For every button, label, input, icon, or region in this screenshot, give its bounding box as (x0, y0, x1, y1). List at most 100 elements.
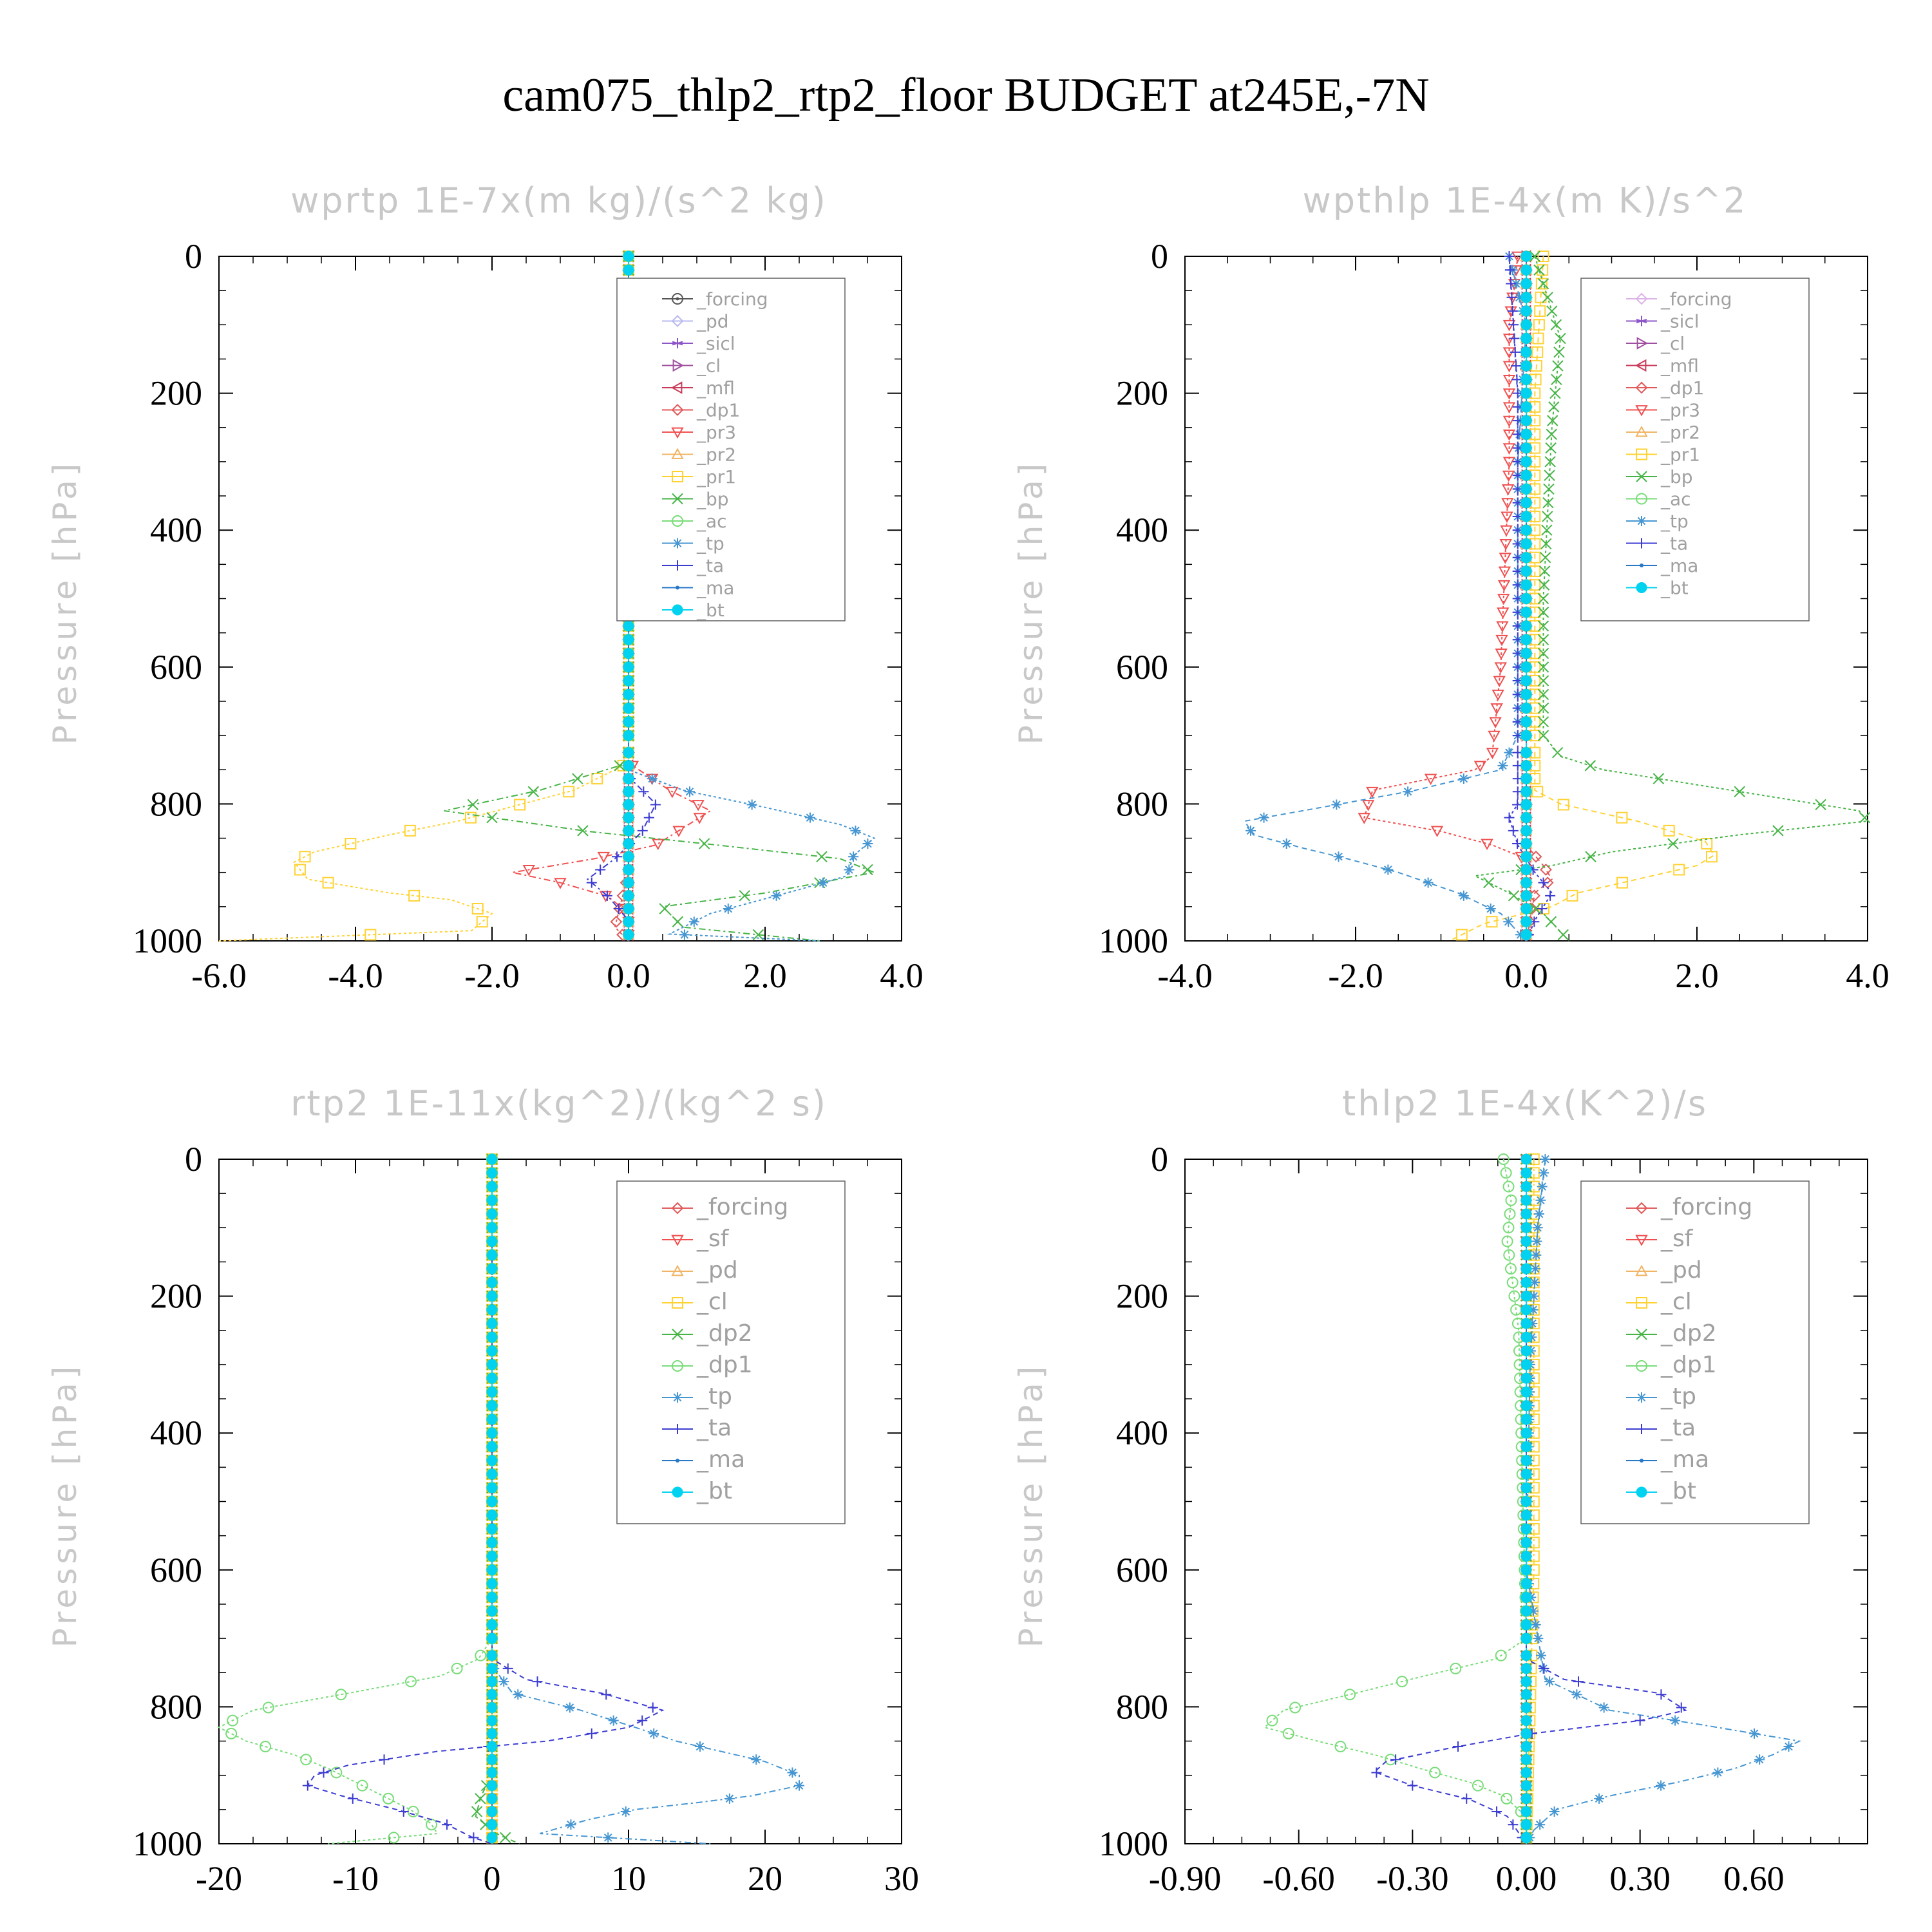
x-axis: -6.0 -4.0 -2.0 0.0 2.0 4.0 (191, 256, 923, 995)
legend-label: _sicl (696, 333, 735, 354)
data-point (850, 825, 861, 836)
data-point (804, 812, 815, 823)
data-point (1424, 773, 1437, 786)
data-point (1514, 292, 1525, 303)
panel-title: thlp2 1E-4x(K^2)/s (1342, 1083, 1708, 1124)
data-point (1430, 826, 1444, 837)
legend-marker (672, 293, 683, 305)
data-point (1502, 484, 1515, 496)
data-point (1520, 1249, 1532, 1261)
data-point (1528, 1605, 1539, 1616)
data-point (1506, 292, 1517, 303)
data-point (1334, 1741, 1347, 1753)
data-point (262, 1701, 274, 1714)
y-tick-label: 600 (150, 1551, 202, 1589)
panel-title: rtp2 1E-11x(kg^2)/(kg^2 s) (290, 1083, 828, 1124)
series-pr3 (1358, 251, 1533, 942)
legend-item: _bt (662, 600, 724, 621)
legend-marker (1636, 1486, 1647, 1498)
data-point (1520, 903, 1532, 914)
x-tick-label: -2.0 (1328, 956, 1383, 995)
data-point (1533, 319, 1545, 331)
data-point (227, 1714, 239, 1727)
legend-item: _sicl (1626, 311, 1700, 332)
data-point (1546, 305, 1558, 317)
data-point (398, 1806, 409, 1817)
legend-label: _sicl (1660, 311, 1700, 332)
series-line (1473, 256, 1869, 942)
data-point (1530, 903, 1541, 914)
data-point (1520, 1291, 1532, 1302)
data-point (659, 903, 670, 914)
data-point (623, 264, 634, 276)
data-point (1520, 929, 1532, 940)
data-point (1508, 890, 1520, 902)
x-tick-label: -4.0 (328, 956, 383, 995)
data-point (486, 1222, 498, 1233)
legend-marker (672, 604, 683, 616)
data-point (1549, 387, 1561, 399)
data-point (623, 825, 634, 837)
x-tick-label: 10 (611, 1859, 646, 1898)
series-bp (1473, 251, 1871, 942)
data-point (1534, 305, 1546, 317)
data-point (623, 703, 634, 714)
data-point (1504, 1208, 1516, 1220)
data-point (1499, 539, 1512, 551)
data-point (1859, 811, 1871, 824)
legend-item: _dp1 (1626, 1352, 1717, 1378)
data-point (1535, 291, 1547, 303)
panel-rtp2: rtp2 1E-11x(kg^2)/(kg^2 s) Pressure [hPa… (46, 1083, 919, 1898)
data-point (1508, 825, 1519, 836)
data-point (1504, 812, 1515, 823)
data-point (486, 1153, 498, 1165)
data-point (1537, 716, 1549, 728)
data-point (486, 1455, 498, 1466)
data-point (1528, 1291, 1539, 1302)
data-point (1520, 1701, 1532, 1713)
data-point (1520, 388, 1532, 399)
data-point (1540, 1154, 1551, 1164)
data-point (1545, 890, 1556, 901)
data-point (1450, 1662, 1462, 1674)
legend-label: _ta (696, 555, 724, 576)
data-point (1504, 747, 1515, 758)
data-point (1501, 1235, 1513, 1247)
data-point (486, 1605, 498, 1617)
data-point (1520, 1482, 1532, 1493)
x-axis: -20 -10 0 10 20 30 (196, 1159, 919, 1898)
data-point (1520, 1318, 1532, 1329)
data-point (486, 1414, 498, 1425)
data-point (486, 1372, 498, 1384)
data-point (1734, 786, 1745, 797)
data-point (1656, 1780, 1667, 1791)
data-point (1520, 620, 1532, 632)
y-tick-label: 200 (150, 1277, 202, 1316)
data-point (1537, 647, 1549, 659)
data-point (1497, 607, 1510, 619)
data-point (1520, 1591, 1532, 1603)
data-point (1407, 1780, 1418, 1791)
data-point (1520, 890, 1532, 902)
data-point (330, 1766, 343, 1779)
data-point (486, 1291, 498, 1302)
series-line (512, 256, 712, 941)
data-point (302, 1780, 313, 1791)
data-point (527, 786, 540, 797)
data-point (335, 1689, 347, 1701)
data-point (1486, 916, 1498, 928)
data-point (426, 1819, 438, 1831)
data-point (1542, 292, 1553, 303)
data-point (1331, 799, 1342, 810)
data-point (486, 1551, 498, 1562)
legend-item: _sf (662, 1226, 730, 1252)
data-point (1520, 916, 1532, 927)
data-point (1673, 864, 1685, 876)
series-ta (302, 1154, 665, 1844)
data-point (1520, 552, 1532, 564)
data-point (1532, 332, 1544, 345)
data-point (1520, 1400, 1532, 1412)
legend-label: _tp (696, 1383, 732, 1410)
data-point (1501, 511, 1513, 523)
legend: _forcing _sf _pd _cl _dp2 _dp1 _tp _ta _ma _bt (616, 1180, 846, 1524)
